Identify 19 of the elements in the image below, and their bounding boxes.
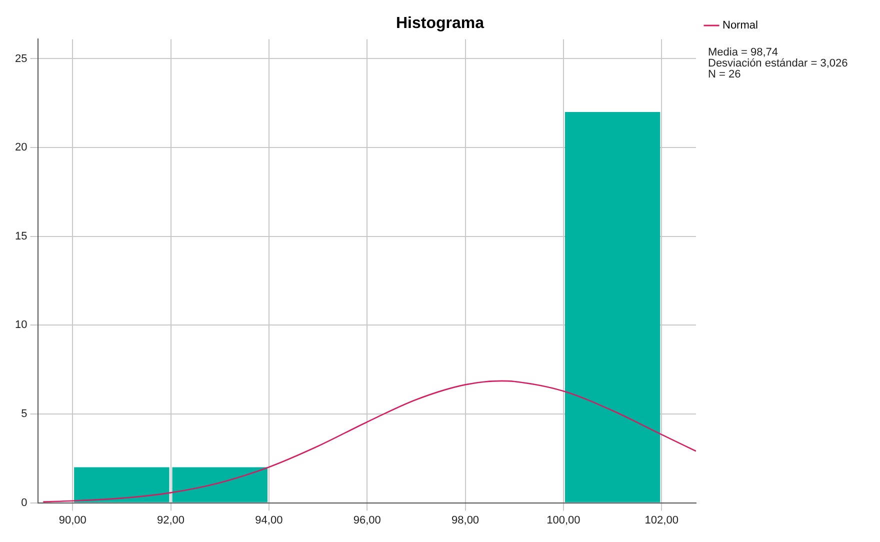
x-tick-label: 100,00 <box>546 514 580 526</box>
x-tick-label: 98,00 <box>452 514 480 526</box>
x-tick-label: 92,00 <box>157 514 185 526</box>
y-tick-label: 10 <box>14 319 28 332</box>
text: Desviación estándar = 3,026 <box>708 58 848 70</box>
line-series <box>42 380 696 502</box>
y-tick-label: 20 <box>14 142 28 154</box>
legend-label: Normal <box>722 20 758 32</box>
text: Media = 98,74 <box>708 46 778 59</box>
x-tick-label: 96,00 <box>353 514 381 526</box>
x-tick-label: 90,00 <box>58 514 86 526</box>
y-tick-label: 15 <box>14 230 28 242</box>
chart-title: Histograma <box>396 15 484 32</box>
y-tick-label: 25 <box>14 52 28 65</box>
x-tick-label: 94,00 <box>255 514 283 526</box>
y-tick-label: 0 <box>21 496 28 509</box>
text: N = 26 <box>708 68 741 81</box>
y-tick-label: 5 <box>21 408 28 420</box>
x-tick-label: 102,00 <box>644 514 678 526</box>
